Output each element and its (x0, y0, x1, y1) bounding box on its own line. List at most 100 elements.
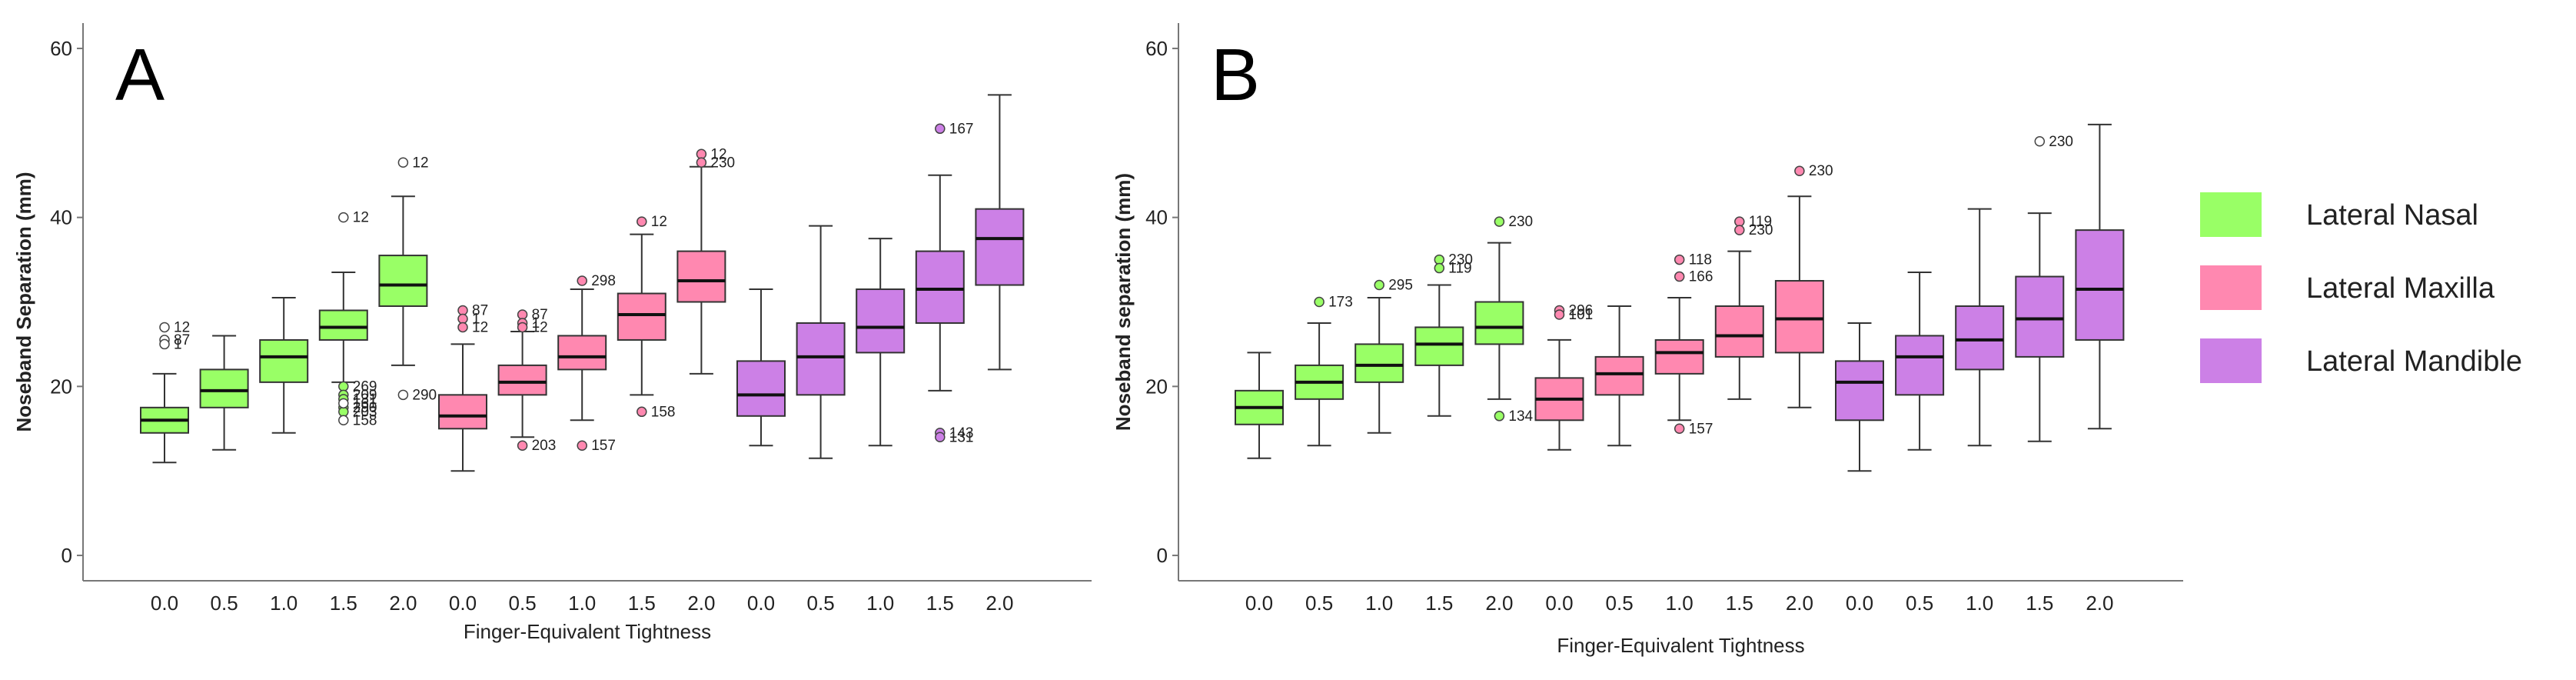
outlier-label: 1 (472, 311, 480, 327)
box-maxilla: 12 158 (617, 214, 676, 420)
outlier-point (1794, 165, 1805, 176)
iqr-box (856, 288, 906, 354)
iqr-box (736, 360, 786, 417)
outlier-label: 230 (710, 155, 735, 171)
outlier-label: 230 (1448, 252, 1473, 268)
iqr-box (259, 338, 309, 383)
box-mandible (736, 288, 786, 447)
iqr-box (617, 292, 666, 341)
outlier-point (1734, 225, 1745, 235)
outlier-point (935, 432, 946, 443)
panel-letter: B (1211, 34, 1260, 116)
outlier-point (457, 305, 468, 316)
box-nasal: 173 (1295, 295, 1353, 447)
legend-label: Lateral Mandible (2306, 345, 2522, 378)
outlier-label: 131 (353, 392, 377, 408)
x-axis-label: Finger-Equivalent Tightness (1557, 634, 1804, 657)
outlier-label: 12 (353, 210, 369, 226)
outlier-label: 12 (412, 155, 428, 171)
outlier-point (457, 313, 468, 325)
outlier-point (1434, 262, 1445, 274)
outlier-point (1314, 296, 1325, 308)
outlier-label: 166 (1689, 269, 1713, 285)
iqr-box (497, 364, 547, 396)
outlier-point (517, 322, 528, 333)
outlier-label: 230 (1508, 214, 1533, 230)
y-tick-label: 40 (1145, 206, 1168, 229)
x-tick-label: 2.0 (1786, 592, 1813, 615)
outlier-label: 296 (1569, 302, 1594, 318)
x-tick-label: 2.0 (2086, 592, 2113, 615)
outlier-point (159, 338, 170, 350)
x-tick-label: 0.0 (747, 592, 775, 615)
x-tick-label: 0.5 (1606, 592, 1634, 615)
iqr-box (2075, 229, 2125, 341)
y-tick-label: 40 (50, 206, 72, 229)
outlier-point (1674, 254, 1685, 265)
box-nasal (199, 335, 249, 451)
outlier-label: 118 (1689, 252, 1712, 268)
x-tick-label: 2.0 (389, 592, 417, 615)
x-tick-label: 1.5 (1425, 592, 1453, 615)
outlier-label: 12 (472, 319, 488, 335)
box-maxilla: 230 (1774, 163, 1833, 408)
outlier-label: 119 (1448, 261, 1471, 277)
y-axis-label: Noseband separation (mm) (1112, 173, 1135, 431)
outlier-label: 101 (1569, 307, 1594, 323)
outlier-label: 87 (532, 307, 548, 323)
box-maxilla: 298 157 (557, 273, 616, 454)
outlier-label: 12 (174, 319, 190, 335)
legend-swatch (2200, 265, 2262, 310)
iqr-box (318, 309, 368, 341)
x-tick-label: 0.0 (1846, 592, 1873, 615)
x-tick-label: 0.0 (449, 592, 477, 615)
x-tick-label: 0.0 (1545, 592, 1573, 615)
outlier-label: 230 (2049, 134, 2073, 150)
y-tick-label: 20 (1145, 375, 1168, 398)
outlier-point (1374, 279, 1384, 291)
outlier-label: 290 (412, 387, 437, 403)
x-tick-label: 0.0 (151, 592, 178, 615)
iqr-box (1474, 301, 1524, 345)
panel-a: 0 20 40 60 Noseband Separation (mm) Finger-Eq… (12, 23, 1092, 643)
outlier-point (935, 123, 946, 135)
iqr-box (915, 250, 965, 324)
outlier-point (517, 440, 528, 451)
iqr-box (975, 208, 1025, 286)
outlier-point (1674, 423, 1685, 435)
legend-label: Lateral Nasal (2306, 199, 2478, 232)
x-tick-label: 1.5 (2026, 592, 2053, 615)
x-tick-label: 0.5 (211, 592, 238, 615)
outlier-label: 12 (710, 146, 726, 162)
outlier-label: 143 (949, 425, 974, 442)
outlier-label: 230 (1809, 163, 1833, 179)
outlier-label: 203 (532, 438, 557, 454)
iqr-box (1835, 360, 1884, 422)
outlier-point (1494, 411, 1505, 422)
y-tick-label: 0 (1157, 544, 1168, 567)
outlier-point (1674, 271, 1685, 282)
outlier-label: 158 (353, 412, 377, 428)
x-tick-label: 2.0 (986, 592, 1013, 615)
box-mandible (856, 238, 906, 447)
outlier-label: 167 (949, 121, 974, 137)
outlier-label: 158 (651, 404, 676, 420)
y-axis-label: Noseband Separation (mm) (12, 172, 35, 432)
x-tick-label: 1.5 (1726, 592, 1753, 615)
outlier-point (338, 415, 349, 426)
outlier-label: 173 (1328, 295, 1353, 311)
box-nasal (1235, 352, 1284, 459)
outlier-point (577, 440, 587, 451)
outlier-point (397, 389, 409, 401)
iqr-box (1714, 305, 1764, 358)
outlier-point (338, 398, 349, 409)
x-tick-label: 0.5 (807, 592, 835, 615)
iqr-box (1414, 326, 1464, 366)
outlier-point (517, 309, 528, 320)
iqr-box (378, 255, 428, 307)
outlier-point (1434, 254, 1445, 265)
